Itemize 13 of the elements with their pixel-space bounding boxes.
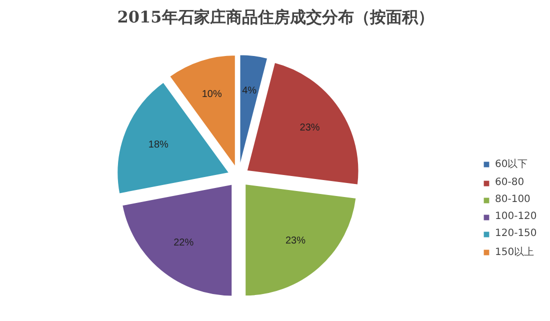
legend-label: 60以下 xyxy=(495,158,528,171)
legend-label: 120-150 xyxy=(495,228,537,239)
data-label: 10% xyxy=(202,89,222,100)
data-label: 23% xyxy=(300,122,320,134)
legend-label: 80-100 xyxy=(495,194,530,205)
chart-title: 2015年石家庄商品住房成交分布（按面积） xyxy=(117,8,434,26)
legend-label: 60-80 xyxy=(495,177,524,188)
data-label: 23% xyxy=(285,236,306,247)
data-label: 22% xyxy=(174,237,194,248)
data-label: 4% xyxy=(242,86,257,97)
legend-label: 150以上 xyxy=(495,246,534,259)
legend-label: 100-120 xyxy=(495,211,537,222)
data-label: 18% xyxy=(148,139,169,150)
